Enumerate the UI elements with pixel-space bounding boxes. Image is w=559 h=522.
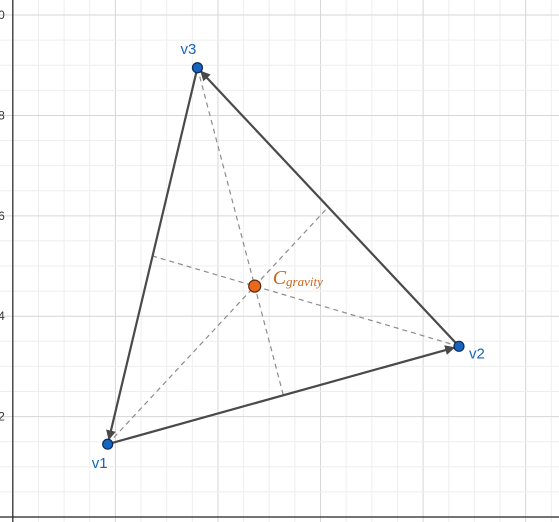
edge-v2-v3	[200, 70, 460, 348]
y-tick-label: 10	[0, 8, 5, 22]
y-tick-label: 8	[0, 108, 5, 122]
y-tick-label: 4	[0, 309, 5, 323]
vertex-v3-point	[191, 62, 204, 74]
median-line	[152, 255, 460, 347]
y-tick-label: 6	[0, 209, 5, 223]
vertex-v2-point	[453, 340, 465, 352]
vertices	[102, 62, 465, 450]
edge-v3-v1	[106, 67, 199, 441]
labels: v1 v2 v3 Cgravity	[92, 41, 485, 472]
vertex-v1-point	[102, 438, 114, 450]
centroid-label: Cgravity	[273, 267, 323, 289]
y-tick-label: 2	[0, 410, 5, 424]
vertex-v3-label: v3	[181, 41, 197, 58]
triangle-edges	[106, 67, 460, 446]
vertex-v1-label: v1	[92, 455, 108, 472]
centroid-label-sub: gravity	[286, 274, 323, 289]
median-lines	[107, 67, 460, 445]
edge-v1-v2	[107, 345, 456, 446]
vertex-v2-label: v2	[469, 345, 485, 362]
median-line	[196, 67, 284, 396]
centroid-point	[248, 279, 262, 293]
centroid-label-main: C	[273, 267, 287, 289]
